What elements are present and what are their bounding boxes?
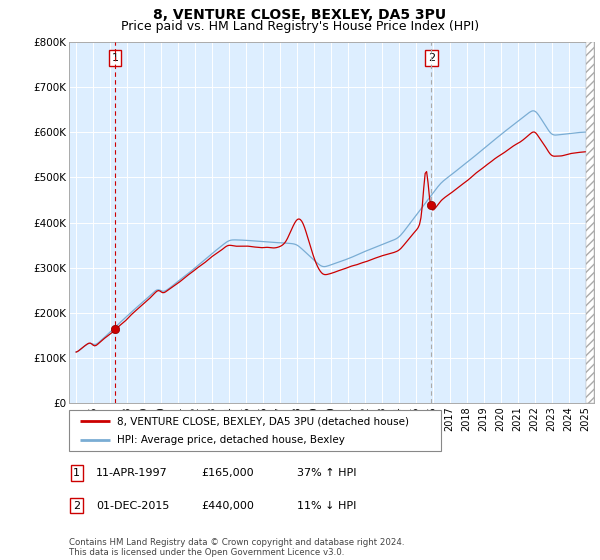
Text: 11% ↓ HPI: 11% ↓ HPI xyxy=(297,501,356,511)
Text: 11-APR-1997: 11-APR-1997 xyxy=(96,468,168,478)
Text: 2: 2 xyxy=(428,53,435,63)
Text: 8, VENTURE CLOSE, BEXLEY, DA5 3PU: 8, VENTURE CLOSE, BEXLEY, DA5 3PU xyxy=(154,8,446,22)
FancyBboxPatch shape xyxy=(69,410,441,451)
Text: Price paid vs. HM Land Registry's House Price Index (HPI): Price paid vs. HM Land Registry's House … xyxy=(121,20,479,32)
Text: 37% ↑ HPI: 37% ↑ HPI xyxy=(297,468,356,478)
Text: £440,000: £440,000 xyxy=(201,501,254,511)
Text: HPI: Average price, detached house, Bexley: HPI: Average price, detached house, Bexl… xyxy=(118,435,345,445)
Text: 2: 2 xyxy=(73,501,80,511)
Text: 1: 1 xyxy=(112,53,119,63)
Text: 1: 1 xyxy=(73,468,80,478)
Text: 8, VENTURE CLOSE, BEXLEY, DA5 3PU (detached house): 8, VENTURE CLOSE, BEXLEY, DA5 3PU (detac… xyxy=(118,417,409,426)
Text: 01-DEC-2015: 01-DEC-2015 xyxy=(96,501,169,511)
Text: £165,000: £165,000 xyxy=(201,468,254,478)
Text: Contains HM Land Registry data © Crown copyright and database right 2024.
This d: Contains HM Land Registry data © Crown c… xyxy=(69,538,404,557)
